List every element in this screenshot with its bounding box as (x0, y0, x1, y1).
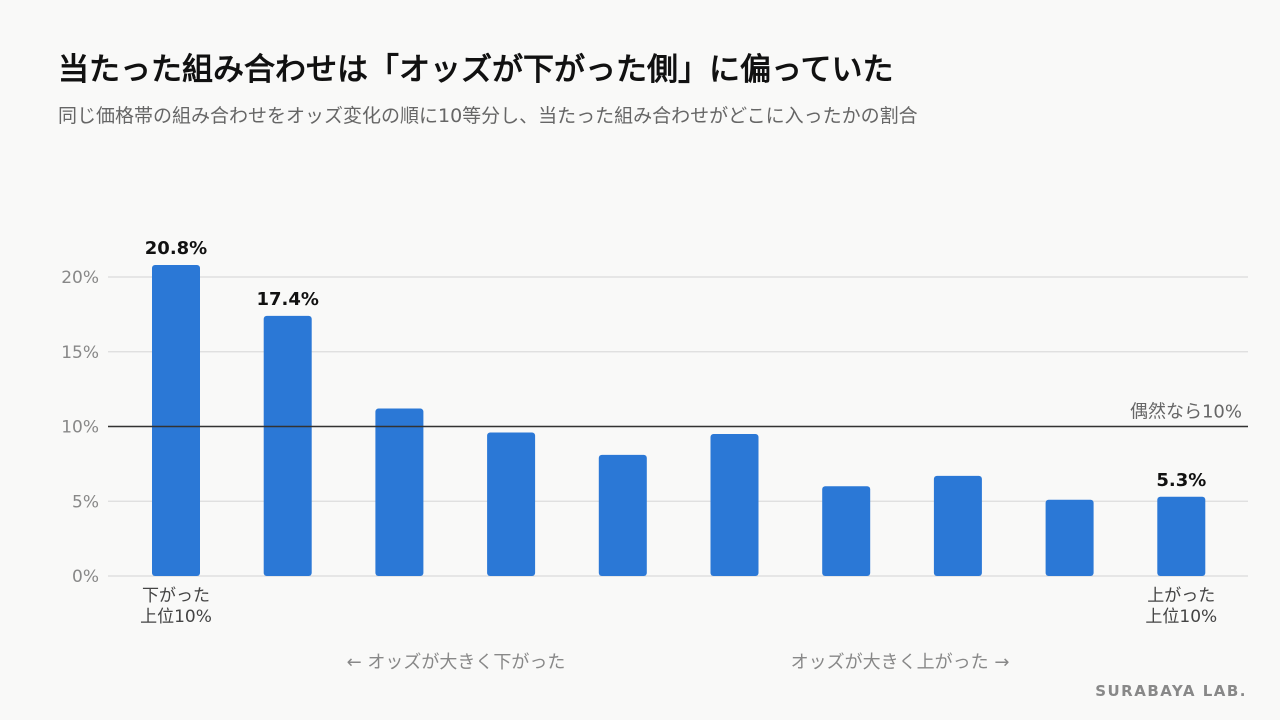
y-tick-label: 0% (72, 567, 99, 587)
bar-layer (152, 265, 1206, 576)
bar (710, 433, 759, 576)
y-tick-label: 15% (61, 343, 99, 363)
data-label: 5.3% (1156, 470, 1206, 491)
x-end-label-right: 上がった (1147, 586, 1215, 606)
bar (822, 486, 871, 576)
bar (1045, 499, 1094, 576)
bar (263, 315, 312, 576)
x-end-label-left: 上位10% (140, 607, 212, 627)
brand-logo-text: SURABAYA LAB. (1095, 682, 1247, 700)
reference-layer: 偶然なら10% (108, 402, 1248, 428)
bar (1157, 496, 1206, 576)
bar (375, 408, 424, 576)
y-tick-label: 5% (72, 492, 99, 512)
bar (487, 432, 536, 576)
reference-line-label: 偶然なら10% (1130, 402, 1242, 423)
y-tick-label: 10% (61, 418, 99, 438)
x-end-label-right: 上位10% (1145, 607, 1217, 627)
y-tick-label: 20% (61, 268, 99, 288)
x-end-label-left: 下がった (142, 586, 210, 606)
data-label: 20.8% (145, 238, 207, 259)
direction-label-left: ← オッズが大きく下がった (347, 652, 566, 673)
chart-title: 当たった組み合わせは「オッズが下がった側」に偏っていた (58, 52, 894, 88)
bar (598, 454, 647, 576)
data-label: 17.4% (256, 289, 318, 310)
bar (933, 475, 982, 576)
bar (152, 265, 200, 576)
direction-label-right: オッズが大きく上がった → (791, 652, 1010, 673)
chart-subtitle: 同じ価格帯の組み合わせをオッズ変化の順に10等分し、当たった組み合わせがどこに入… (58, 105, 918, 127)
